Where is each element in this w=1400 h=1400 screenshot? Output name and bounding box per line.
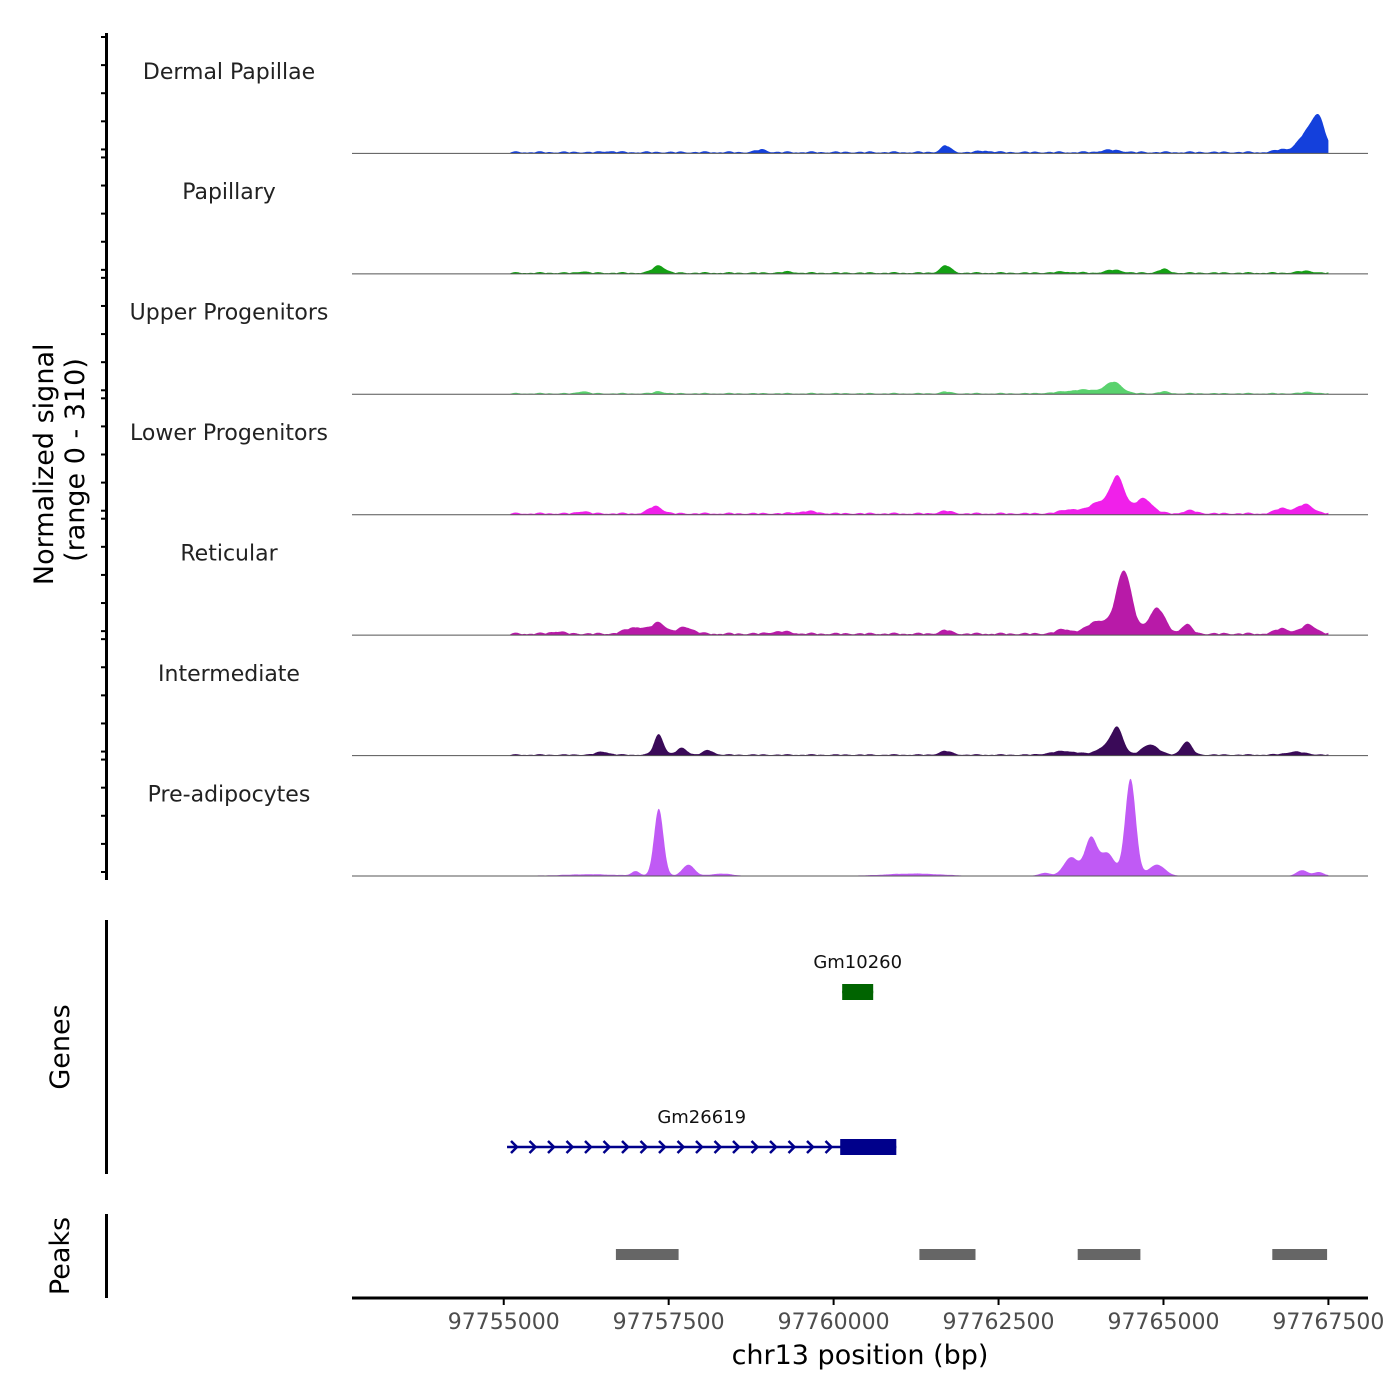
genes-axis-label: Genes	[45, 1004, 76, 1089]
x-tick-label: 97760000	[778, 1310, 890, 1335]
strand-arrow	[806, 1140, 815, 1154]
strand-arrow	[658, 1140, 667, 1154]
signal-y-axis-label-line2: (range 0 - 310)	[60, 358, 91, 562]
signal-area	[510, 381, 1329, 395]
x-tick-label: 97762500	[943, 1310, 1055, 1335]
x-tick-label: 97755000	[448, 1310, 560, 1335]
gene-label: Gm10260	[813, 952, 902, 973]
gene-exon	[842, 984, 874, 1000]
strand-arrow	[584, 1140, 593, 1154]
gene-label: Gm26619	[657, 1107, 746, 1128]
strand-arrow	[695, 1140, 704, 1154]
signal-y-axis	[101, 33, 108, 880]
track-label: Pre-adipocytes	[148, 782, 311, 807]
x-tick-label: 97765000	[1107, 1310, 1219, 1335]
peak-region	[1272, 1249, 1328, 1260]
gene: Gm10260	[813, 952, 902, 1000]
signal-area	[510, 475, 1329, 515]
strand-arrow	[750, 1140, 760, 1154]
strand-arrow	[602, 1140, 612, 1154]
track-label: Dermal Papillae	[143, 60, 315, 85]
gene-exon	[840, 1139, 897, 1155]
signal-area	[510, 778, 1329, 876]
strand-arrow	[528, 1140, 538, 1154]
x-axis-label: chr13 position (bp)	[732, 1340, 989, 1371]
signal-tracks: Dermal Papillae Papillary Upper Progenitor…	[130, 60, 1368, 877]
signal-y-axis-label: Normalized signal (range 0 - 310)	[29, 335, 91, 585]
x-tick-label: 97767500	[1272, 1310, 1384, 1335]
strand-arrow	[787, 1140, 797, 1154]
signal-area	[510, 570, 1329, 636]
peak-track	[615, 1249, 1328, 1260]
strand-arrow	[713, 1140, 723, 1154]
strand-arrow	[676, 1140, 686, 1154]
signal-track: Dermal Papillae	[143, 60, 1368, 154]
peak-region	[1077, 1249, 1141, 1260]
strand-arrow	[732, 1140, 741, 1154]
signal-track: Papillary	[182, 180, 1368, 275]
signal-track: Intermediate	[158, 662, 1368, 757]
peaks-axis-label: Peaks	[45, 1217, 76, 1295]
signal-area	[510, 114, 1329, 154]
gene-track: Gm10260 Gm26619	[507, 952, 902, 1155]
strand-arrow	[621, 1140, 630, 1154]
strand-arrow	[510, 1140, 519, 1154]
signal-area	[510, 726, 1329, 756]
x-tick-label: 97757500	[613, 1310, 725, 1335]
peak-region	[919, 1249, 976, 1260]
strand-arrow	[565, 1140, 575, 1154]
track-label: Lower Progenitors	[130, 421, 328, 446]
track-label: Reticular	[180, 541, 278, 566]
signal-track: Reticular	[180, 541, 1368, 636]
signal-y-axis-label-line1: Normalized signal	[29, 344, 60, 586]
signal-area	[510, 265, 1329, 274]
track-label: Papillary	[182, 180, 276, 205]
signal-track: Upper Progenitors	[130, 301, 1368, 395]
strand-arrow	[769, 1140, 778, 1154]
strand-arrow	[547, 1140, 556, 1154]
signal-track: Pre-adipocytes	[148, 778, 1368, 877]
peak-region	[615, 1249, 679, 1260]
x-axis: 97755000 97757500 97760000 97762500 97765000…	[352, 1296, 1384, 1335]
track-label: Upper Progenitors	[130, 301, 329, 326]
gene: Gm26619	[507, 1107, 897, 1155]
strand-arrow	[824, 1140, 834, 1154]
strand-arrow	[639, 1140, 649, 1154]
track-label: Intermediate	[158, 662, 300, 687]
signal-track: Lower Progenitors	[130, 421, 1368, 516]
